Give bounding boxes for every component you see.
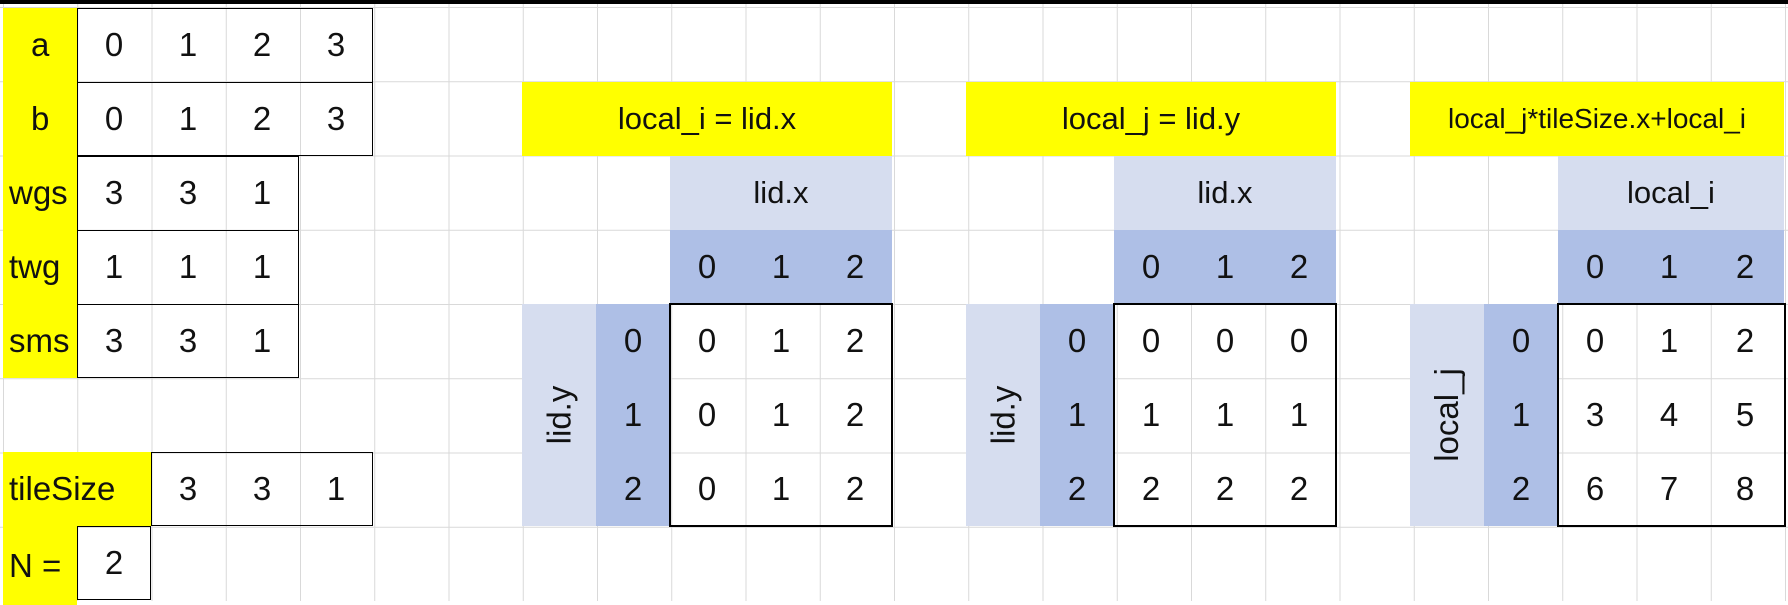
grid-cell[interactable]: 0 [1141,322,1161,359]
twg-cell[interactable]: 1 [104,248,124,285]
row-header-label: lid.y [984,385,1021,445]
sms-cell[interactable]: 1 [252,322,272,359]
label-twg[interactable]: twg [3,230,77,304]
label-b[interactable]: b [3,82,77,156]
grid-title[interactable]: local_j = lid.y [966,82,1336,156]
col-index[interactable]: 0 [1558,230,1632,304]
grid-cell[interactable]: 0 [697,322,717,359]
a-cell[interactable]: 0 [104,26,124,63]
label-a[interactable]: a [3,8,77,82]
grid-cell[interactable]: 5 [1735,396,1755,433]
label-sms[interactable]: sms [3,304,77,378]
col-index[interactable]: 1 [744,230,818,304]
col-index[interactable]: 2 [818,230,892,304]
row-header[interactable]: lid.y [522,304,596,526]
grid-cell[interactable]: 1 [1289,396,1309,433]
twg-cell[interactable]: 1 [178,248,198,285]
row-index[interactable]: 2 [1040,452,1114,526]
col-header[interactable]: lid.x [670,156,892,230]
b-cell[interactable]: 2 [252,100,272,137]
grid-cell[interactable]: 4 [1659,396,1679,433]
grid-cell[interactable]: 1 [771,470,791,507]
col-index[interactable]: 1 [1632,230,1706,304]
label-n[interactable]: N = [3,526,77,605]
row-index[interactable]: 1 [1484,378,1558,452]
tilesize-cell[interactable]: 3 [178,470,198,507]
grid-cell[interactable]: 3 [1585,396,1605,433]
grid-cell[interactable]: 1 [771,396,791,433]
grid-title[interactable]: local_i = lid.x [522,82,892,156]
grid-cell[interactable]: 2 [1215,470,1235,507]
row-index[interactable]: 2 [1484,452,1558,526]
row-index[interactable]: 0 [596,304,670,378]
b-cell[interactable]: 0 [104,100,124,137]
wgs-cell[interactable]: 3 [178,174,198,211]
grid-cell[interactable]: 2 [1289,470,1309,507]
row-header[interactable]: lid.y [966,304,1040,526]
grid-cell[interactable]: 2 [1141,470,1161,507]
grid-cell[interactable]: 0 [697,470,717,507]
a-cell[interactable]: 3 [326,26,346,63]
grid-cell[interactable]: 0 [697,396,717,433]
sms-cell[interactable]: 3 [104,322,124,359]
col-index[interactable]: 2 [1262,230,1336,304]
grid-cell[interactable]: 6 [1585,470,1605,507]
row-index[interactable]: 1 [1040,378,1114,452]
sms-cell[interactable]: 3 [178,322,198,359]
grid-cell[interactable]: 8 [1735,470,1755,507]
grid-cell[interactable]: 2 [845,470,865,507]
grid-cell[interactable]: 0 [1585,322,1605,359]
tilesize-cell[interactable]: 3 [252,470,272,507]
grid-cell[interactable]: 1 [1141,396,1161,433]
b-cell[interactable]: 1 [178,100,198,137]
grid-cell[interactable]: 2 [1735,322,1755,359]
n-value-cell[interactable]: 2 [104,544,124,581]
a-cell[interactable]: 2 [252,26,272,63]
row-index[interactable]: 1 [596,378,670,452]
col-index[interactable]: 0 [670,230,744,304]
b-cell[interactable]: 3 [326,100,346,137]
label-wgs[interactable]: wgs [3,156,77,230]
grid-title[interactable]: local_j*tileSize.x+local_i [1410,82,1784,156]
grid-cell[interactable]: 1 [1659,322,1679,359]
col-header[interactable]: lid.x [1114,156,1336,230]
twg-cell[interactable]: 1 [252,248,272,285]
wgs-cell[interactable]: 1 [252,174,272,211]
row-index[interactable]: 0 [1040,304,1114,378]
row-header-label: local_j [1428,368,1465,462]
row-header-label: lid.y [540,385,577,445]
wgs-cell[interactable]: 3 [104,174,124,211]
a-cell[interactable]: 1 [178,26,198,63]
grid-cell[interactable]: 7 [1659,470,1679,507]
grid-cell[interactable]: 1 [771,322,791,359]
col-index[interactable]: 1 [1188,230,1262,304]
grid-cell[interactable]: 0 [1289,322,1309,359]
col-index[interactable]: 2 [1706,230,1784,304]
tilesize-cell[interactable]: 1 [326,470,346,507]
row-index[interactable]: 2 [596,452,670,526]
grid-cell[interactable]: 0 [1215,322,1235,359]
grid-cell[interactable]: 1 [1215,396,1235,433]
grid-cell[interactable]: 2 [845,396,865,433]
col-index[interactable]: 0 [1114,230,1188,304]
grid-cell[interactable]: 2 [845,322,865,359]
label-tilesize[interactable]: tileSize [3,452,151,526]
row-header[interactable]: local_j [1410,304,1484,526]
row-index[interactable]: 0 [1484,304,1558,378]
col-header[interactable]: local_i [1558,156,1784,230]
